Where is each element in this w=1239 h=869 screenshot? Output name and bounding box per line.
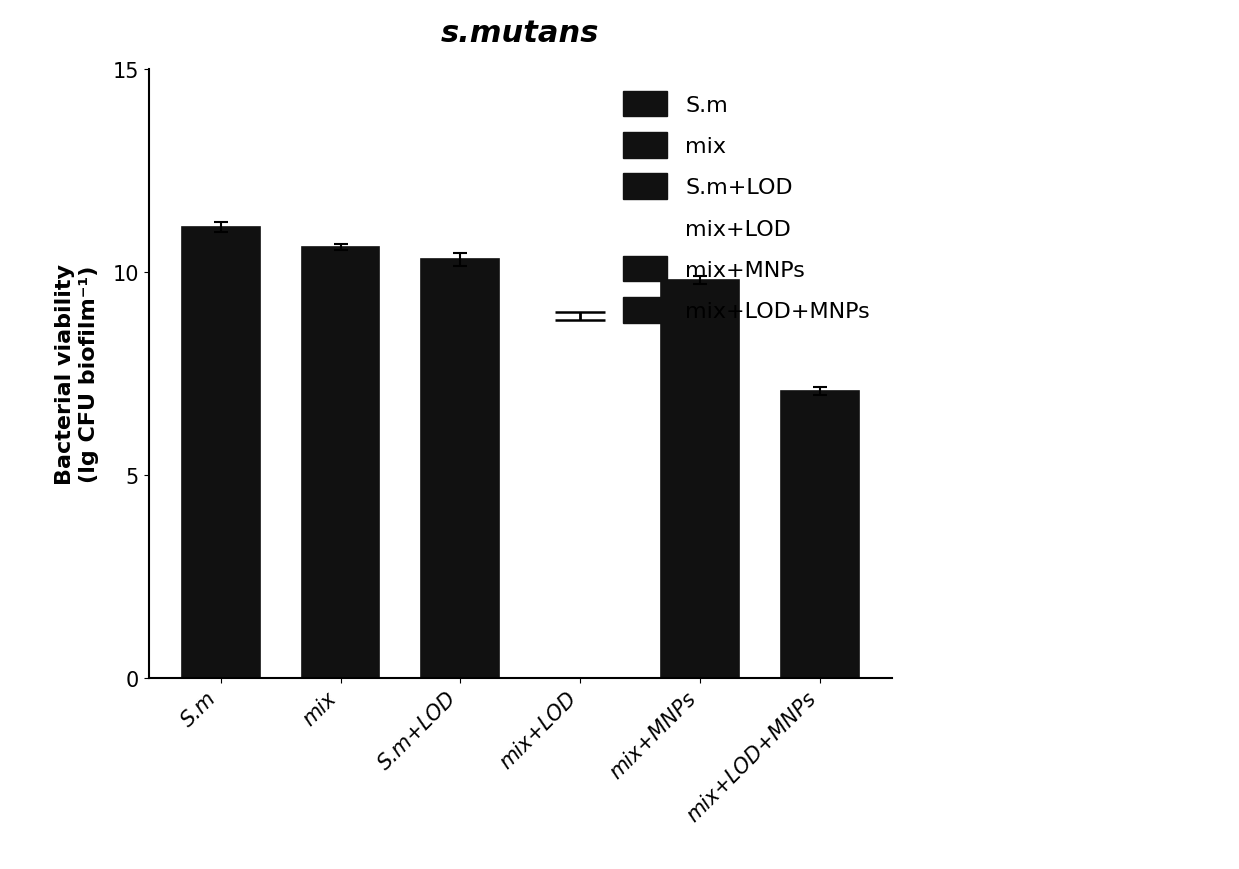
Bar (662, 281, 740, 678)
Legend: S.m, mix, S.m+LOD, mix+LOD, mix+MNPs, mix+LOD+MNPs: S.m, mix, S.m+LOD, mix+LOD, mix+MNPs, mi… (612, 81, 881, 335)
Bar (182, 228, 260, 678)
Title: s.mutans: s.mutans (441, 19, 600, 48)
Bar (781, 392, 859, 678)
Bar (301, 248, 379, 678)
Y-axis label: Bacterial viability
(lg CFU biofilm⁻¹): Bacterial viability (lg CFU biofilm⁻¹) (56, 263, 99, 484)
Bar (421, 260, 499, 678)
